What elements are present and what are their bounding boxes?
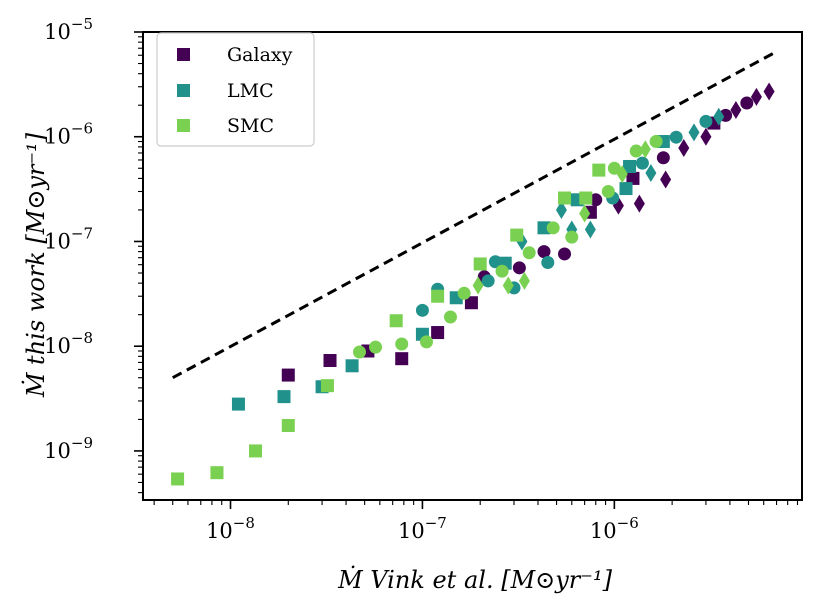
legend-entry-lmc: LMC (177, 80, 274, 102)
legend-label-lmc: LMC (227, 80, 274, 102)
data-point-smc (518, 271, 530, 290)
data-point-smc (395, 337, 409, 351)
data-point-lmc (345, 359, 359, 373)
data-point-smc (565, 230, 579, 244)
data-point-smc (431, 289, 445, 303)
data-point-smc (352, 345, 366, 359)
data-point-smc (522, 246, 536, 260)
data-point-lmc (277, 390, 291, 404)
data-point-smc (210, 466, 224, 480)
data-point-lmc (488, 255, 502, 269)
series-galaxy (281, 82, 775, 382)
plot-frame (142, 31, 803, 501)
series-smc (171, 135, 663, 486)
data-point-galaxy (740, 96, 754, 110)
data-point-lmc (415, 303, 429, 317)
data-point-smc (579, 191, 593, 205)
data-point-galaxy (763, 82, 775, 101)
data-point-smc (171, 472, 185, 486)
y-tick-label: 10−8 (44, 329, 93, 358)
data-point-smc (629, 144, 643, 158)
data-point-lmc (713, 107, 725, 126)
data-point-smc (601, 184, 615, 198)
y-tick-label: 10−7 (44, 224, 93, 253)
data-point-lmc (623, 159, 637, 173)
legend-marker-smc (177, 119, 190, 132)
y-tick-label: 10−6 (44, 120, 93, 149)
x-axis-label: Ṁ Vink et al. [M⊙yr⁻¹] (337, 565, 613, 594)
data-point-smc (419, 335, 433, 349)
data-point-smc (616, 165, 628, 184)
one-to-one-reference-line (172, 50, 778, 380)
data-point-lmc (699, 114, 713, 128)
data-point-lmc (635, 156, 649, 170)
y-tick-label: 10−5 (44, 15, 93, 44)
data-point-lmc (541, 255, 555, 269)
data-point-smc (495, 264, 509, 278)
x-tick-label: 10−7 (398, 514, 447, 543)
data-point-smc (443, 310, 457, 324)
y-tick-label: 10−9 (44, 434, 93, 463)
data-point-galaxy (395, 352, 409, 366)
data-point-smc (249, 444, 263, 458)
data-point-lmc (584, 220, 596, 239)
data-point-smc (389, 314, 403, 328)
data-point-lmc (645, 164, 657, 183)
legend-label-smc: SMC (227, 115, 274, 137)
data-point-smc (546, 221, 560, 235)
data-point-lmc (537, 221, 551, 235)
reference-line-layer (172, 50, 778, 380)
data-point-lmc (555, 200, 567, 219)
data-point-lmc (669, 130, 683, 144)
data-point-smc (457, 286, 471, 300)
data-point-galaxy (589, 193, 603, 207)
data-points (171, 82, 775, 486)
data-point-lmc (231, 397, 245, 411)
legend-marker-lmc (177, 84, 190, 97)
x-tick-label: 10−6 (590, 514, 639, 543)
data-point-lmc (688, 123, 700, 142)
data-point-lmc (619, 182, 633, 196)
data-point-galaxy (750, 87, 762, 106)
x-tick-label: 10−8 (206, 514, 255, 543)
tick-labels: 10−8 10−7 10−6 10−9 10−8 10−7 10−6 10−5 (44, 15, 639, 543)
data-point-galaxy (660, 170, 672, 189)
legend-entry-smc: SMC (177, 115, 274, 137)
data-point-galaxy (633, 194, 645, 213)
data-point-galaxy (678, 139, 690, 158)
data-point-galaxy (558, 247, 572, 261)
data-point-smc (649, 135, 663, 149)
data-point-galaxy (656, 151, 670, 165)
legend-entry-galaxy: Galaxy (177, 44, 293, 66)
legend: Galaxy LMC SMC (156, 32, 315, 147)
data-point-smc (472, 276, 484, 295)
data-point-galaxy (626, 171, 640, 185)
data-point-smc (592, 163, 606, 177)
data-point-galaxy (323, 354, 337, 368)
data-point-smc (473, 257, 487, 271)
data-point-smc (502, 276, 514, 295)
data-point-smc (510, 228, 524, 242)
data-point-smc (607, 161, 621, 175)
legend-marker-galaxy (177, 48, 190, 61)
data-point-galaxy (512, 261, 526, 275)
data-point-smc (320, 379, 334, 393)
data-point-smc (579, 204, 591, 223)
legend-label-galaxy: Galaxy (227, 44, 293, 66)
y-axis-label: Ṁ this work [M⊙yr⁻¹] (21, 132, 50, 398)
data-point-smc (281, 418, 295, 432)
data-point-lmc (481, 274, 495, 288)
data-point-smc (369, 340, 383, 354)
data-point-galaxy (281, 368, 295, 382)
legend-box (156, 32, 315, 147)
data-point-galaxy (537, 245, 551, 259)
data-point-galaxy (464, 296, 478, 310)
data-point-smc (639, 140, 651, 159)
data-point-smc (558, 191, 572, 205)
data-point-galaxy (431, 326, 445, 340)
data-point-galaxy (730, 100, 742, 119)
data-point-galaxy (700, 127, 712, 146)
